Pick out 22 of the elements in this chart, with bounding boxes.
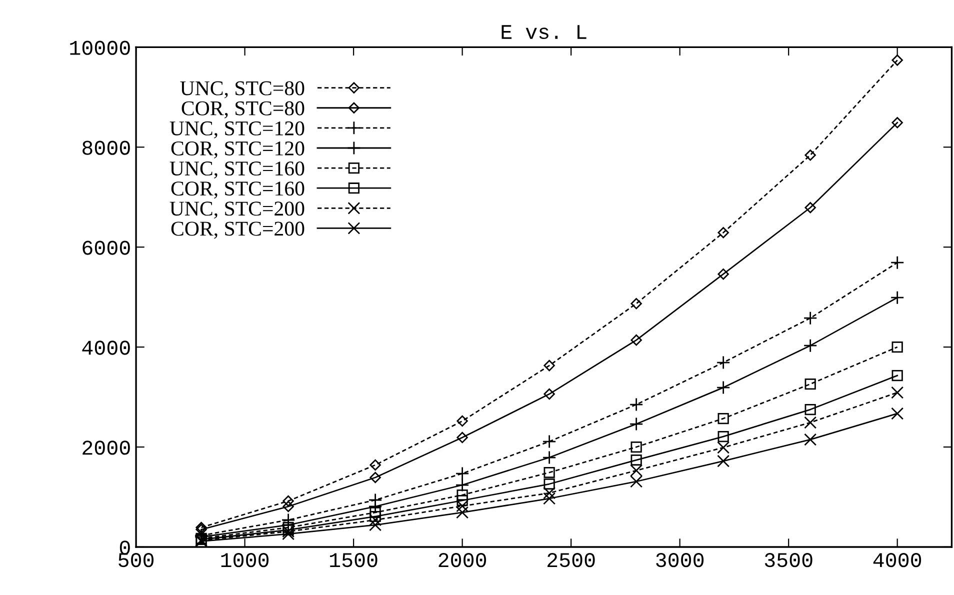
y-tick-label: 8000 [82,140,130,155]
x-tick-label: 3000 [656,553,704,568]
y-tick-label: 6000 [82,240,130,255]
legend-label: UNC, STC=200 [170,202,304,219]
legend-label: UNC, STC=80 [180,81,304,98]
x-tick-label: 3500 [764,553,812,568]
legend-label: COR, STC=200 [171,222,304,239]
y-tick-label: 10000 [70,40,130,55]
legend-label: UNC, STC=160 [170,161,304,179]
y-tick-label: 4000 [82,340,130,355]
legend-label: COR, STC=80 [182,101,304,118]
x-tick-label: 2000 [438,553,486,568]
x-tick-label: 500 [118,553,154,568]
chart-title: E vs. L [502,25,586,40]
legend-label: UNC, STC=120 [170,121,304,138]
legend-label: COR, STC=160 [171,182,304,199]
x-tick-label: 1500 [330,553,378,568]
legend-label: COR, STC=120 [171,141,304,158]
x-tick-label: 4000 [873,553,922,568]
x-tick-label: 1000 [221,553,269,568]
x-tick-label: 2500 [548,553,595,568]
y-tick-label: 2000 [82,440,130,455]
